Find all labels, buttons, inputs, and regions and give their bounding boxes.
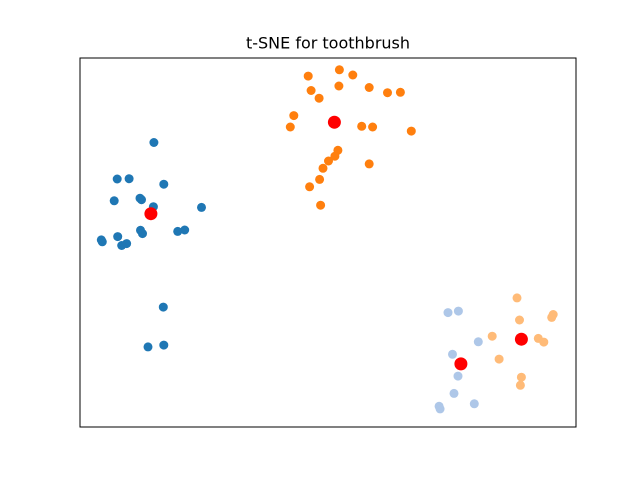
- scatter-point-series-1-1: [143, 342, 153, 352]
- scatter-point-series-2-3: [306, 86, 316, 95]
- scatter-point-series-2-20: [305, 182, 315, 192]
- scatter-point-series-1-8: [159, 179, 169, 189]
- scatter-point-series-3-5: [453, 371, 463, 381]
- centroid-point-4: [514, 332, 528, 346]
- scatter-point-series-2-22: [316, 200, 326, 210]
- scatter-point-series-1-10: [124, 174, 134, 184]
- scatter-point-series-1-2: [159, 340, 169, 350]
- scatter-point-series-1-13: [137, 195, 146, 205]
- scatter-point-series-2-12: [368, 122, 378, 132]
- scatter-point-series-3-4: [448, 349, 457, 359]
- scatter-point-series-3-1: [443, 308, 453, 318]
- scatter-point-series-1-16: [197, 202, 206, 212]
- scatter-point-series-2-19: [315, 174, 325, 184]
- scatter-point-series-4-9: [516, 372, 526, 382]
- scatter-point-series-1-4: [113, 232, 123, 242]
- scatter-point-series-4-4: [547, 312, 557, 322]
- scatter-point-series-3-7: [469, 399, 479, 409]
- scatter-point-series-4-7: [487, 331, 497, 341]
- scatter-point-series-1-11: [109, 196, 119, 206]
- scatter-point-series-2-16: [318, 163, 328, 173]
- scatter-point-series-4-1: [512, 293, 522, 303]
- scatter-point-series-1-21: [117, 241, 127, 250]
- scatter-point-series-2-14: [357, 121, 367, 131]
- scatter-point-series-1-9: [112, 174, 122, 184]
- scatter-point-series-4-8: [494, 354, 504, 364]
- scatter-point-series-3-9: [435, 404, 445, 414]
- centroid-point-1: [144, 207, 158, 221]
- scatter-point-series-1-19: [138, 229, 147, 239]
- scatter-point-series-2-9: [395, 87, 405, 97]
- scatter-point-series-2-11: [285, 122, 295, 132]
- scatter-point-series-4-10: [515, 380, 525, 390]
- scatter-point-series-1-18: [173, 226, 183, 236]
- chart-title: t-SNE for toothbrush: [246, 34, 410, 53]
- plot-area-frame: [79, 57, 577, 428]
- scatter-point-series-2-4: [314, 93, 324, 103]
- scatter-point-series-1-6: [149, 138, 159, 147]
- scatter-point-series-1-20: [96, 235, 106, 245]
- scatter-point-series-4-3: [515, 315, 524, 325]
- scatter-point-series-2-1: [303, 71, 313, 81]
- scatter-point-series-4-6: [539, 337, 549, 347]
- scatter-point-series-3-3: [473, 337, 483, 347]
- scatter-point-series-3-6: [449, 388, 459, 398]
- scatter-point-series-3-2: [453, 306, 463, 316]
- scatter-point-series-1-7: [158, 302, 168, 312]
- scatter-point-series-2-17: [330, 151, 340, 161]
- scatter-point-series-2-21: [364, 159, 374, 169]
- scatter-point-series-2-6: [348, 70, 358, 80]
- centroid-point-3: [454, 357, 468, 371]
- scatter-point-series-2-8: [383, 88, 392, 98]
- scatter-point-series-2-10: [289, 111, 299, 121]
- scatter-point-series-2-2: [334, 65, 344, 75]
- scatter-point-series-2-5: [334, 81, 344, 91]
- scatter-point-series-2-13: [406, 126, 416, 136]
- scatter-point-series-1-17: [180, 225, 190, 235]
- centroid-point-2: [327, 115, 341, 129]
- scatter-point-series-2-7: [364, 83, 374, 92]
- data-points: [96, 65, 558, 414]
- scatter-point-series-2-18: [324, 156, 333, 166]
